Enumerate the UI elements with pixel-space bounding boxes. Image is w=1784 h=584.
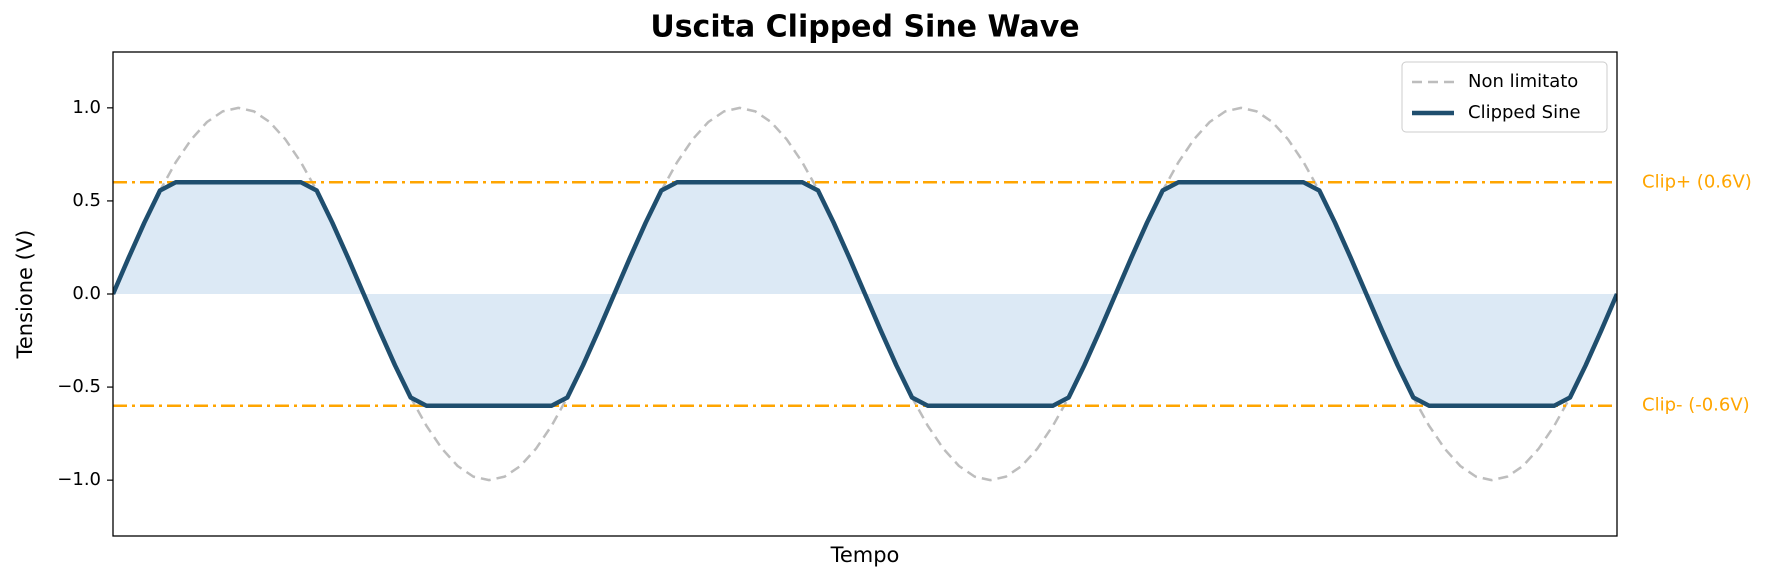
plot-area (113, 106, 1617, 482)
legend-label: Clipped Sine (1468, 102, 1581, 123)
y-tick-label: 0.0 (72, 283, 101, 304)
legend-label: Non limitato (1468, 71, 1578, 92)
chart-title: Uscita Clipped Sine Wave (650, 10, 1079, 45)
y-tick-label: 0.5 (72, 190, 101, 211)
clip-label: Clip+ (0.6V) (1642, 171, 1752, 192)
y-tick-label: −0.5 (57, 376, 101, 397)
y-tick-label: −1.0 (57, 469, 101, 490)
y-axis-label: Tensione (V) (13, 230, 37, 360)
plot-frame (112, 51, 1618, 537)
clip-label: Clip- (-0.6V) (1642, 395, 1750, 416)
x-axis-label: Tempo (830, 543, 900, 567)
series-line (113, 180, 1617, 408)
y-tick-label: 1.0 (72, 97, 101, 118)
